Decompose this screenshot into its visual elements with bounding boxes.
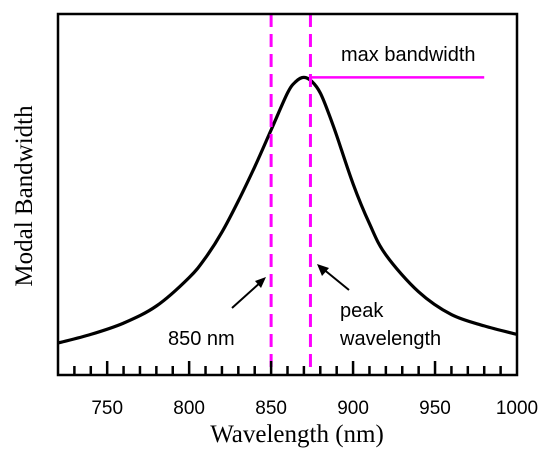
x-axis-ticks: [73, 361, 502, 375]
x-axis-label: Wavelength (nm): [210, 421, 384, 448]
plot-frame: [56, 12, 519, 377]
chart-marks: [57, 14, 518, 375]
arrow-to-peak: [317, 264, 350, 291]
peak-label-line2: wavelength: [339, 328, 441, 350]
850nm-label: 850 nm: [168, 328, 235, 350]
y-axis-label: Modal Bandwidth: [11, 105, 38, 287]
x-tick-label-750: 750: [91, 398, 123, 419]
x-tick-label-900: 900: [337, 398, 369, 419]
x-tick-label-1000: 1000: [496, 398, 538, 419]
x-axis-tick-labels: 750 800 850 900 950 1000: [91, 398, 538, 419]
x-tick-label-950: 950: [419, 398, 451, 419]
max-bandwidth-label: max bandwidth: [341, 44, 476, 66]
x-tick-label-850: 850: [255, 398, 287, 419]
peak-label-line1: peak: [340, 300, 384, 322]
bandwidth-curve-0: [57, 75, 518, 345]
arrow-to-850: [231, 277, 266, 309]
x-tick-label-800: 800: [173, 398, 205, 419]
